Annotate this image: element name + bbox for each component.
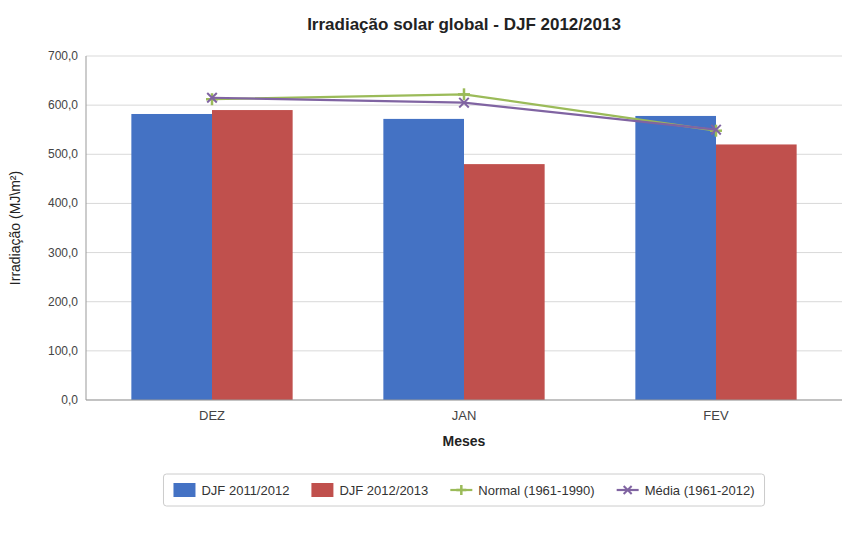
legend-item: DJF 2012/2013	[311, 483, 428, 498]
x-tick-label: FEV	[703, 408, 729, 423]
x-axis-label: Meses	[443, 433, 486, 449]
y-tick-label: 200,0	[48, 295, 78, 309]
bar	[212, 110, 293, 400]
y-tick-label: 700,0	[48, 49, 78, 63]
grid	[86, 56, 842, 400]
line	[212, 98, 716, 130]
y-axis-label: Irradiação (MJ\m²)	[7, 171, 23, 285]
bar	[716, 144, 797, 400]
bar	[131, 114, 212, 400]
x-tick-label: JAN	[452, 408, 477, 423]
plot-area	[131, 88, 796, 400]
bar	[635, 116, 716, 400]
y-tick-label: 300,0	[48, 246, 78, 260]
y-tick-label: 0,0	[61, 393, 78, 407]
marker	[711, 125, 721, 135]
legend-label: Média (1961-2012)	[645, 483, 755, 498]
bar	[464, 164, 545, 400]
legend-label: DJF 2011/2012	[201, 483, 289, 498]
y-tick-label: 600,0	[48, 98, 78, 112]
grid-line	[86, 56, 842, 57]
y-tick-label: 400,0	[48, 196, 78, 210]
marker	[207, 93, 217, 103]
grid-line	[86, 105, 842, 106]
legend-label: DJF 2012/2013	[339, 483, 428, 498]
chart: Irradiação solar global - DJF 2012/2013 0…	[0, 0, 866, 534]
legend: DJF 2011/2012 DJF 2012/2013 Normal (1961-1…	[163, 474, 764, 506]
y-tick-label: 500,0	[48, 147, 78, 161]
bar	[383, 119, 464, 400]
legend-item: Média (1961-2012)	[617, 483, 755, 498]
legend-swatch	[311, 483, 333, 497]
marker	[206, 93, 218, 105]
y-tick-label: 100,0	[48, 344, 78, 358]
legend-frame	[163, 474, 764, 506]
marker	[710, 125, 722, 137]
legend-item: DJF 2011/2012	[173, 483, 289, 498]
legend-item: Normal (1961-1990)	[450, 483, 594, 498]
legend-swatch	[173, 483, 195, 497]
legend-label: Normal (1961-1990)	[478, 483, 594, 498]
y-axis	[86, 56, 87, 400]
x-tick-label: DEZ	[199, 408, 225, 423]
marker	[459, 98, 469, 108]
x-axis	[86, 400, 842, 401]
title: Irradiação solar global - DJF 2012/2013	[307, 15, 621, 34]
grid-line	[86, 400, 842, 401]
